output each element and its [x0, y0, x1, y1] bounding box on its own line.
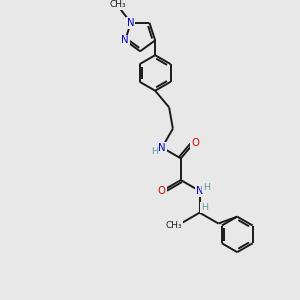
- Text: H: H: [152, 147, 159, 156]
- Text: CH₃: CH₃: [166, 221, 182, 230]
- Text: CH₃: CH₃: [110, 0, 126, 9]
- Text: O: O: [191, 138, 199, 148]
- Text: H: H: [203, 184, 210, 193]
- Text: N: N: [196, 186, 203, 196]
- Text: N: N: [121, 35, 129, 45]
- Text: O: O: [158, 186, 166, 196]
- Text: N: N: [158, 142, 166, 152]
- Text: H: H: [201, 203, 208, 212]
- Text: N: N: [127, 18, 135, 28]
